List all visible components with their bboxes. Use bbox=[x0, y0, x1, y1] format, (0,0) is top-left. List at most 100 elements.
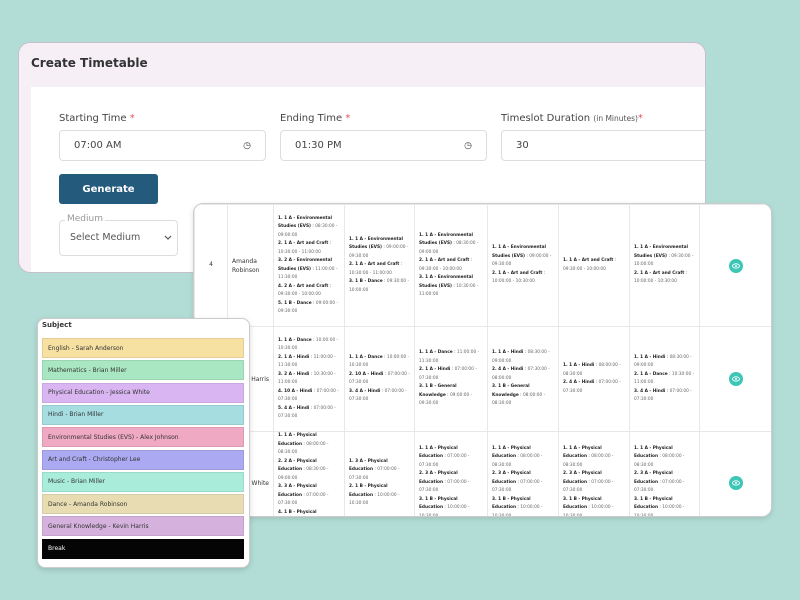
slot-label: 2. 1 A - Art and Craft bbox=[278, 241, 329, 246]
slot-label: 1. 1 A - Dance bbox=[278, 337, 312, 343]
slot-time: 08:00:00 - 08:30:00 bbox=[492, 392, 546, 407]
slot-entry: 3. 1 A - Environmental Studies (EVS) : 1… bbox=[419, 275, 479, 298]
subject-item: Break bbox=[42, 538, 244, 559]
slot-time: 11:00:00 - 11:30:00 bbox=[278, 266, 338, 281]
label-hint: (in Minutes) bbox=[593, 114, 638, 123]
slot-entry: 1. 1 A - Environmental Studies (EVS) : 0… bbox=[278, 215, 338, 238]
slot-time: 07:00:00 - 07:30:00 bbox=[419, 454, 470, 468]
slot-label: 4. 1 B - Physical Education bbox=[278, 509, 317, 515]
slot-entry: 1. 1 A - Physical Education : 08:00:00 -… bbox=[492, 445, 543, 468]
legend-title: Subject bbox=[42, 321, 72, 329]
table-row: 4 Amanda Robinson 1. 1 A - Environmental S… bbox=[194, 204, 771, 327]
slot-entry: 2. 3 A - Physical Education : 07:00:00 -… bbox=[634, 471, 685, 494]
input-value: 07:00 AM bbox=[74, 140, 122, 151]
timetable-card: 4 Amanda Robinson 1. 1 A - Environmental S… bbox=[193, 203, 772, 517]
slot-time: 08:30:00 - 09:00:00 bbox=[278, 467, 329, 481]
slot-entry: 2. 1 A - Art and Craft : 10:30:00 - 11:0… bbox=[278, 241, 332, 255]
generate-button[interactable]: Generate bbox=[59, 174, 158, 204]
slot-label: 3. 1 B - Physical Education bbox=[634, 496, 673, 511]
slot-label: 1. 1 A - Art and Craft bbox=[563, 258, 614, 263]
subject-item: Environmental Studies (EVS) - Alex Johns… bbox=[42, 427, 244, 448]
slot-entry: 3. 1 B - Physical Education : 10:00:00 -… bbox=[563, 496, 614, 517]
subject-item: Dance - Amanda Robinson bbox=[42, 494, 244, 515]
slot-entry: 2. 4 A - Hindi : 07:00:00 - 07:30:00 bbox=[563, 380, 621, 394]
slot-entry: 1. 1 A - Hindi : 08:00:00 - 08:30:00 bbox=[563, 363, 621, 377]
slot-label: 1. 1 A - Physical Education bbox=[419, 445, 458, 460]
slot-time: 09:30:00 - 10:00:00 bbox=[419, 266, 462, 272]
day-cell: 1. 1 A - Hindi : 08:30:00 - 09:00:00 2. 1… bbox=[629, 326, 700, 432]
view-button[interactable] bbox=[729, 258, 743, 273]
slot-entry: 3. 1 B - General Knowledge : 09:00:00 - … bbox=[419, 384, 473, 407]
slot-label: 1. 1 A - Hindi bbox=[492, 350, 524, 356]
day-cell: 1. 1 A - Environmental Studies (EVS) : 0… bbox=[273, 204, 345, 327]
slot-label: 2. 2 A - Physical Education bbox=[278, 458, 317, 473]
medium-select[interactable]: Medium Select Medium bbox=[59, 214, 178, 256]
slot-label: 4. 10 A - Hindi bbox=[278, 388, 313, 394]
slot-time: 08:00:00 - 08:30:00 bbox=[492, 454, 543, 468]
slot-label: 1. 1 A - Environmental Studies (EVS) bbox=[634, 245, 688, 259]
input-value: 01:30 PM bbox=[295, 140, 342, 151]
day-cell: 1. 1 A - Physical Education : 08:00:00 -… bbox=[273, 431, 345, 517]
slot-time: 07:00:00 - 07:30:00 bbox=[492, 479, 543, 494]
slot-label: 1. 1 A - Hindi bbox=[563, 363, 595, 368]
day-cell: 1. 1 A - Physical Education : 07:00:00 -… bbox=[414, 431, 488, 517]
timetable: 4 Amanda Robinson 1. 1 A - Environmental S… bbox=[194, 204, 771, 517]
end-time-input[interactable]: 01:30 PM ◷ bbox=[280, 130, 487, 161]
slot-label: 3. 1 B - Physical Education bbox=[492, 496, 531, 511]
view-button[interactable] bbox=[729, 476, 743, 490]
slot-label: 3. 1 B - General Knowledge bbox=[419, 384, 457, 398]
slot-time: 08:30:00 - 09:00:00 bbox=[278, 224, 338, 238]
eye-icon bbox=[732, 376, 740, 382]
slot-entry: 3. 4 A - Hindi : 07:00:00 - 07:30:00 bbox=[634, 388, 692, 403]
slot-entry: 1. 3 A - Physical Education : 07:00:00 -… bbox=[349, 458, 400, 481]
slot-entry: 4. 1 B - Physical Education : 10:00:00 -… bbox=[278, 509, 340, 517]
slot-label: 2. 3 A - Physical Education bbox=[563, 471, 602, 485]
slot-label: 2. 1 A - Art and Craft bbox=[349, 262, 400, 268]
slot-label: 3. 3 A - Physical Education bbox=[278, 484, 317, 498]
slot-entry: 2. 10 A - Hindi : 07:00:00 - 07:30:00 bbox=[349, 371, 410, 386]
slot-label: 1. 3 A - Physical Education bbox=[349, 458, 388, 473]
day-cell: 1. 1 A - Physical Education : 08:00:00 -… bbox=[487, 431, 559, 516]
slot-label: 2. 1 A - Art and Craft bbox=[419, 258, 470, 263]
slot-time: 10:00:00 - 10:30:00 bbox=[419, 505, 470, 517]
slot-time: 07:00:00 - 07:30:00 bbox=[634, 388, 692, 403]
slot-label: 2. 3 A - Physical Education bbox=[419, 471, 458, 485]
slot-label: 2. 1 A - Hindi bbox=[278, 354, 310, 360]
slot-entry: 2. 3 A - Physical Education : 07:00:00 -… bbox=[419, 471, 470, 494]
slot-time: 09:00:00 - 09:30:00 bbox=[278, 300, 339, 315]
slot-entry: 3. 1 B - Physical Education : 10:00:00 -… bbox=[419, 496, 470, 517]
slot-time: 08:00:00 - 08:30:00 bbox=[563, 454, 614, 468]
slot-entry: 1. 1 A - Dance : 11:00:00 - 11:30:00 bbox=[419, 350, 480, 364]
table-row: e White 1. 1 A - Physical Education : 08:… bbox=[194, 431, 771, 517]
slot-time: 09:30:00 - 10:00:00 bbox=[278, 292, 321, 297]
slot-time: 10:00:00 - 10:30:00 bbox=[634, 505, 685, 517]
slot-time: 10:30:00 - 11:00:00 bbox=[278, 371, 336, 386]
subject-item: Music - Brian Miller bbox=[42, 471, 244, 492]
slot-label: 2. 10 A - Hindi bbox=[349, 371, 384, 377]
slot-entry: 2. 1 A - Art and Craft : 10:00:00 - 10:3… bbox=[634, 270, 688, 285]
duration-input[interactable]: 30 bbox=[501, 130, 705, 161]
slot-entry: 1. 1 A - Environmental Studies (EVS) : 0… bbox=[419, 232, 479, 255]
slot-label: 2. 1 A - Art and Craft bbox=[492, 270, 543, 276]
start-time-input[interactable]: 07:00 AM ◷ bbox=[59, 130, 266, 161]
slot-entry: 1. 1 A - Hindi : 08:30:00 - 09:00:00 bbox=[492, 350, 550, 364]
slot-time: 10:30:00 - 11:00:00 bbox=[419, 283, 479, 298]
day-cell: 1. 1 A - Environmental Studies (EVS) : 0… bbox=[414, 204, 488, 327]
slot-time: 10:00:00 - 10:30:00 bbox=[563, 505, 614, 517]
slot-time: 10:30:00 - 11:00:00 bbox=[634, 371, 695, 386]
slot-entry: 2. 1 A - Dance : 10:30:00 - 11:00:00 bbox=[634, 371, 695, 386]
slot-entry: 2. 4 A - Hindi : 07:30:00 - 08:00:00 bbox=[492, 367, 550, 381]
slot-time: 08:30:00 - 09:00:00 bbox=[634, 354, 692, 369]
slot-entry: 2. 3 A - Physical Education : 07:00:00 -… bbox=[563, 471, 614, 494]
slot-time: 07:00:00 - 07:30:00 bbox=[349, 371, 410, 386]
day-cell: 1. 1 A - Dance : 11:00:00 - 11:30:00 2. 1… bbox=[414, 326, 488, 432]
action-cell bbox=[699, 204, 771, 327]
view-button[interactable] bbox=[729, 372, 743, 386]
table-row: Harris 1. 1 A - Dance : 10:00:00 - 10:30:… bbox=[194, 326, 771, 432]
slot-entry: 1. 1 A - Environmental Studies (EVS) : 0… bbox=[492, 245, 552, 268]
subject-legend-card: Subject English - Sarah Anderson Mathemat… bbox=[37, 318, 250, 568]
slot-label: 1. 1 A - Environmental Studies (EVS) bbox=[492, 245, 546, 259]
slot-time: 08:00:00 - 08:30:00 bbox=[563, 363, 621, 377]
slot-label: 1. 1 A - Dance bbox=[349, 354, 383, 360]
